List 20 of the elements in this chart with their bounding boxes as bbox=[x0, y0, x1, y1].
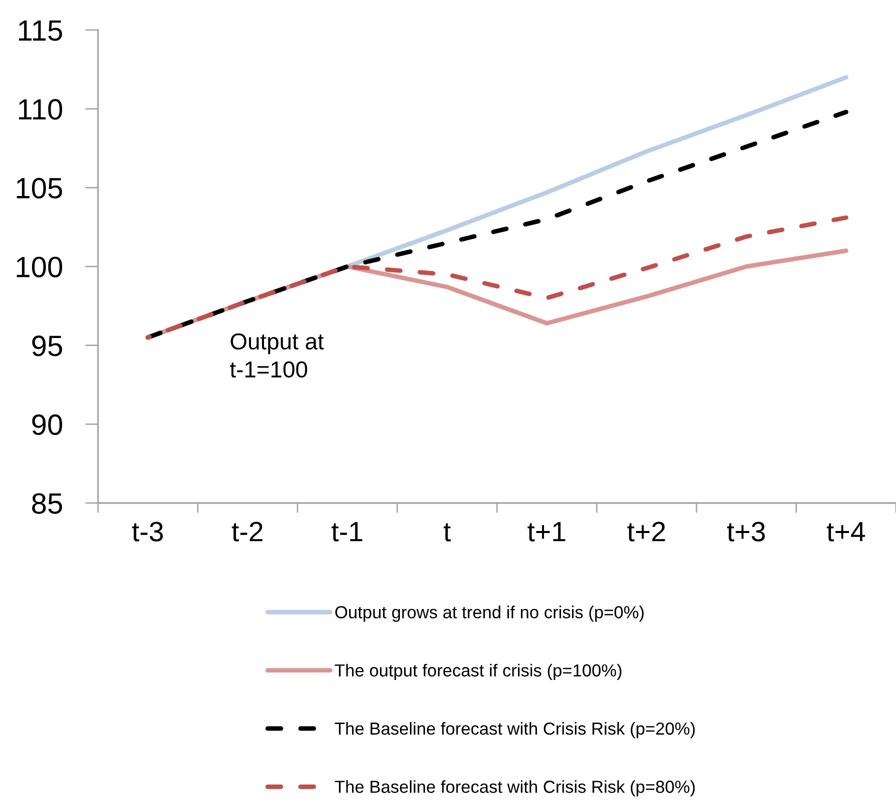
y-tick-label: 95 bbox=[32, 336, 62, 356]
y-tick-label: 110 bbox=[18, 99, 62, 120]
legend-label: The output forecast if crisis (p=100%) bbox=[334, 664, 622, 680]
x-tick-label: t+1 bbox=[528, 522, 566, 542]
y-tick-label: 115 bbox=[18, 20, 62, 41]
x-tick-label: t-1 bbox=[332, 522, 362, 542]
y-tick-label: 85 bbox=[32, 493, 62, 514]
annotation: Output at t-1=100 bbox=[230, 333, 324, 378]
x-tick-label: t-3 bbox=[132, 522, 163, 542]
y-tick-label: 90 bbox=[32, 414, 62, 436]
x-tick-label: t+2 bbox=[627, 522, 665, 542]
y-tick-label: 105 bbox=[16, 178, 62, 199]
legend-label: The Baseline forecast with Crisis Risk (p=20%) bbox=[334, 722, 695, 738]
x-tick-label: t bbox=[444, 523, 451, 542]
legend-label: Output grows at trend if no crisis (p=0%) bbox=[335, 606, 644, 622]
x-tick-label: t+3 bbox=[727, 522, 765, 542]
x-tick-label: t-2 bbox=[232, 522, 262, 542]
legend-label: The Baseline forecast with Crisis Risk (p=80%) bbox=[334, 780, 695, 796]
x-tick-label: t+4 bbox=[826, 522, 866, 542]
y-tick-label: 100 bbox=[16, 256, 62, 278]
